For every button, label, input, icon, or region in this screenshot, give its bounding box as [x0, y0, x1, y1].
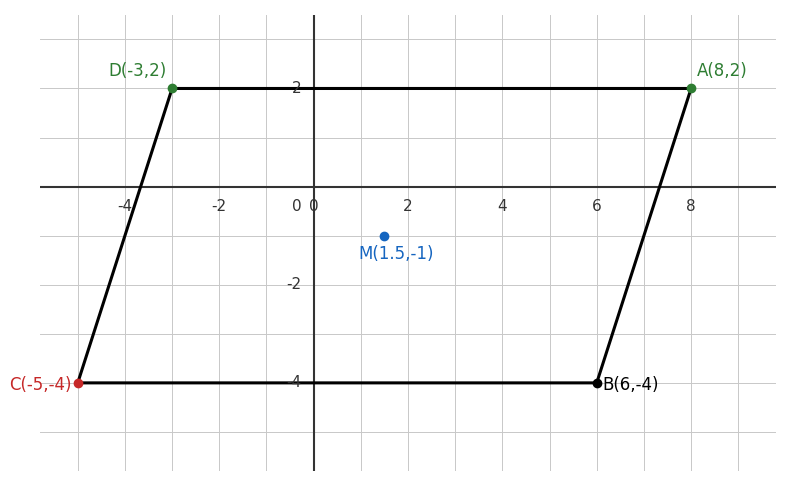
Text: 0: 0 [292, 199, 302, 214]
Text: 0: 0 [309, 199, 318, 214]
Text: 4: 4 [498, 199, 507, 214]
Text: -2: -2 [212, 199, 227, 214]
Text: -2: -2 [286, 277, 302, 292]
Text: 6: 6 [592, 199, 602, 214]
Text: M(1.5,-1): M(1.5,-1) [358, 246, 434, 263]
Text: A(8,2): A(8,2) [697, 62, 747, 80]
Text: -4: -4 [118, 199, 133, 214]
Text: B(6,-4): B(6,-4) [602, 375, 659, 394]
Text: C(-5,-4): C(-5,-4) [10, 375, 72, 394]
Text: 2: 2 [292, 81, 302, 96]
Text: D(-3,2): D(-3,2) [108, 62, 166, 80]
Text: 8: 8 [686, 199, 696, 214]
Text: -4: -4 [286, 375, 302, 390]
Text: 2: 2 [403, 199, 413, 214]
